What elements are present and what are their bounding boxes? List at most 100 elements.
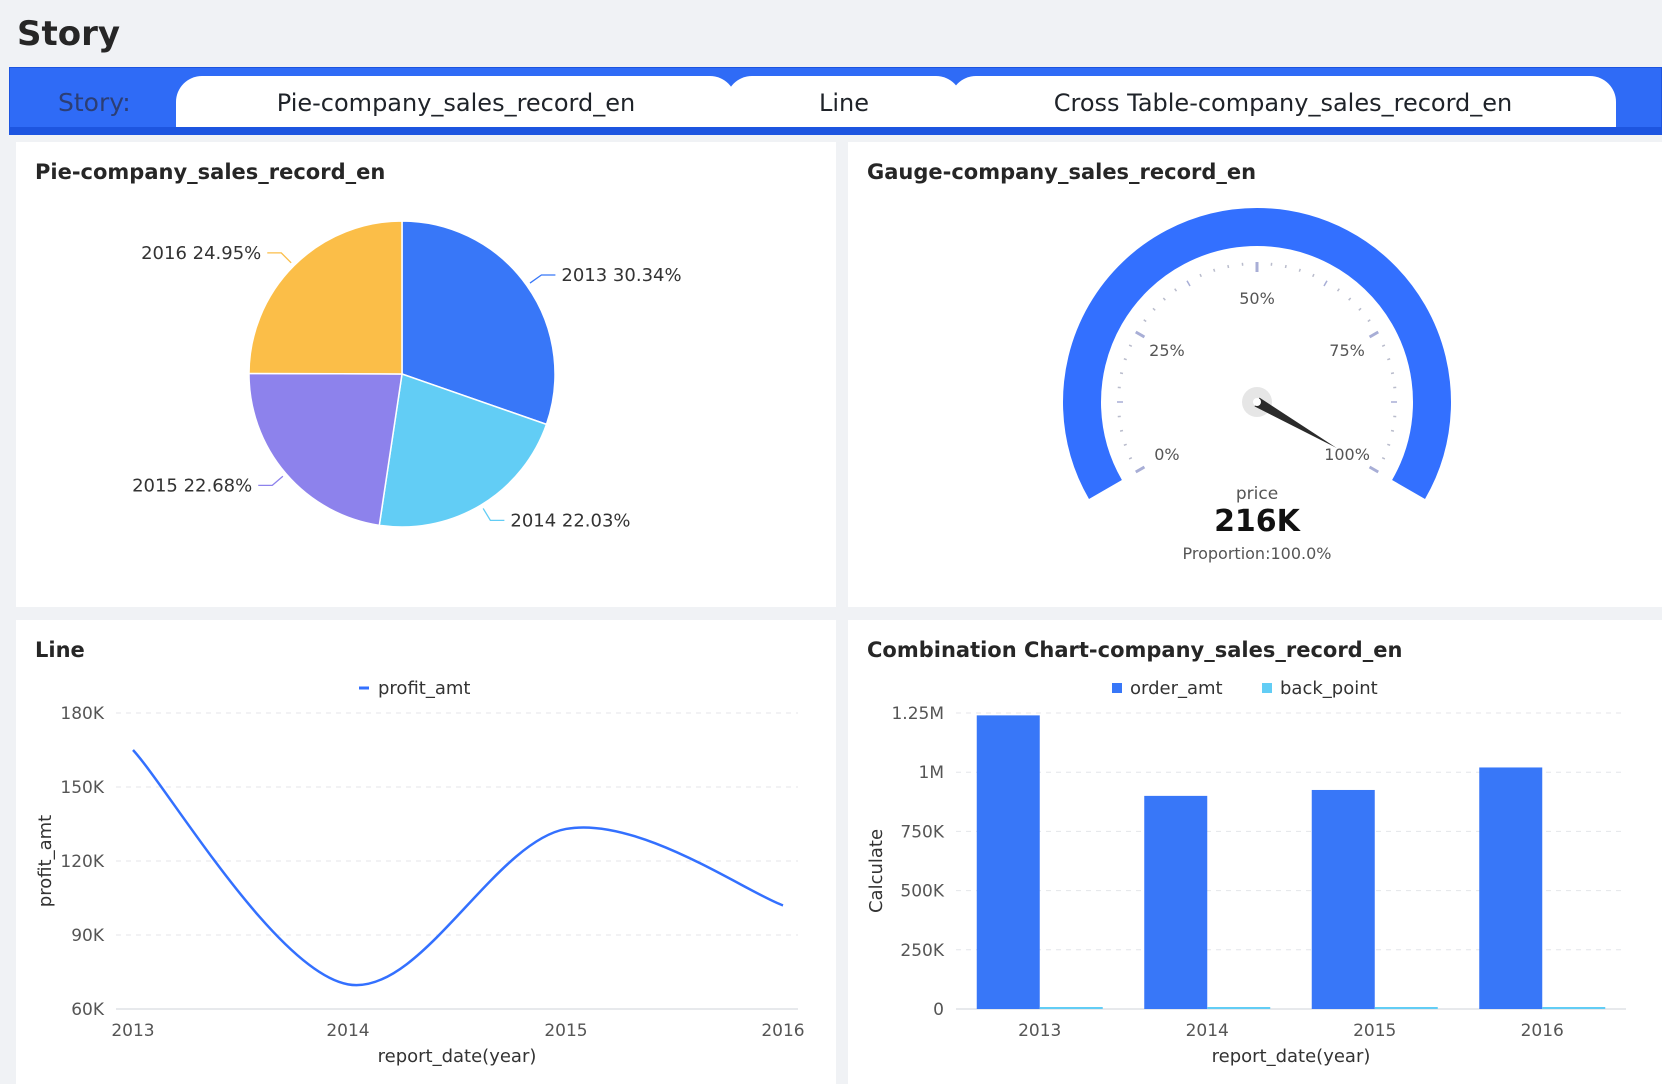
pie-title: Pie-company_sales_record_en — [35, 160, 386, 184]
combo-bar-back-point-2014 — [1207, 1007, 1271, 1009]
gauge-tick — [1298, 268, 1301, 272]
story-label: Story: — [58, 88, 131, 117]
gauge-tick — [1323, 280, 1328, 287]
gauge-tick — [1135, 330, 1146, 339]
pie-slice-2016 — [248, 220, 403, 375]
combo-y-tick: 0 — [933, 1000, 944, 1020]
gauge-tick — [1186, 280, 1191, 287]
gauge-tick — [1368, 330, 1379, 339]
gauge-tick — [1123, 443, 1127, 446]
gauge-tick — [1128, 457, 1133, 460]
line-y-tick: 120K — [60, 852, 104, 872]
gauge-tick — [1381, 344, 1386, 347]
combo-x-tick: 2014 — [1186, 1021, 1229, 1041]
combo-y-tick: 750K — [900, 822, 944, 842]
gauge-tick — [1358, 307, 1362, 311]
gauge-tick — [1381, 457, 1386, 460]
combo-legend-label-back-point: back_point — [1280, 678, 1378, 699]
tab-cross-table-label: Cross Table-company_sales_record_en — [1053, 88, 1513, 117]
combo-legend-marker-order-amt — [1112, 683, 1122, 693]
story-bar: Story: Pie-company_sales_record_en Cross… — [9, 67, 1662, 135]
gauge-tick-label: 0% — [1154, 445, 1179, 464]
gauge-tick — [1143, 319, 1147, 323]
gauge-tick — [1387, 358, 1391, 361]
line-x-tick: 2015 — [544, 1021, 587, 1041]
combo-bar-order-amt-2013 — [976, 715, 1040, 1009]
combo-chart: order_amt back_point 0 250K 500K 750K 1M 1.25M 2… — [866, 678, 1626, 1067]
combo-y-tick: 250K — [900, 941, 944, 961]
gauge-pivot — [1253, 398, 1261, 406]
pie-panel: Pie-company_sales_record_en 2013 30.34% 2… — [16, 142, 836, 607]
gauge-tick — [1152, 307, 1156, 311]
gauge-tick — [1174, 288, 1178, 292]
gauge-tick — [1348, 297, 1352, 301]
combo-x-tick: 2016 — [1521, 1021, 1564, 1041]
combo-bar-back-point-2013 — [1039, 1007, 1103, 1009]
gauge-progress-arc — [1063, 208, 1451, 499]
combo-panel: Combination Chart-company_sales_record_e… — [848, 620, 1662, 1084]
line-y-tick: 180K — [60, 704, 104, 724]
pie-leader-2016 — [267, 252, 292, 264]
line-y-tick: 60K — [71, 1000, 105, 1020]
combo-legend-marker-back-point — [1262, 683, 1272, 693]
combo-bar-order-amt-2014 — [1144, 795, 1208, 1009]
gauge-measure-name: price — [1236, 484, 1278, 504]
gauge-title: Gauge-company_sales_record_en — [867, 160, 1257, 184]
gauge-tick — [1367, 319, 1371, 323]
combo-y-axis-title: Calculate — [866, 829, 887, 913]
gauge-tick — [1227, 264, 1230, 269]
pie-slice-2014 — [378, 372, 548, 528]
line-chart: profit_amt 60K 90K 120K 150K 180K 2013 2014 2015… — [35, 678, 805, 1067]
gauge-value: 216K — [1214, 504, 1302, 539]
tab-pie[interactable]: Pie-company_sales_record_en — [176, 76, 736, 129]
gauge-needle — [1254, 397, 1337, 448]
gauge-tick — [1284, 264, 1287, 269]
page-title: Story — [17, 14, 121, 54]
gauge-tick-label: 25% — [1149, 341, 1185, 360]
gauge-tick — [1119, 372, 1124, 375]
tab-line-label: Line — [818, 88, 869, 117]
pie-label-2015: 2015 22.68% — [132, 475, 252, 496]
pie-label-2014: 2014 22.03% — [510, 510, 630, 531]
combo-bar-order-amt-2016 — [1479, 767, 1543, 1009]
gauge-tick — [1368, 465, 1379, 474]
gauge-tick — [1390, 429, 1395, 432]
gauge-tick — [1336, 288, 1340, 292]
pie-leader-2014 — [482, 508, 505, 522]
gauge-tick — [1162, 297, 1166, 301]
gauge-tick — [1199, 273, 1202, 278]
tab-pie-label: Pie-company_sales_record_en — [276, 88, 636, 117]
gauge-tick — [1387, 443, 1391, 446]
pie-label-2016: 2016 24.95% — [141, 243, 261, 264]
combo-y-tick: 500K — [900, 882, 944, 902]
gauge-tick — [1390, 372, 1395, 375]
combo-title: Combination Chart-company_sales_record_e… — [867, 638, 1403, 662]
line-y-tick: 150K — [60, 778, 104, 798]
gauge-tick — [1123, 358, 1127, 361]
combo-bar-back-point-2015 — [1374, 1007, 1438, 1009]
line-legend-label: profit_amt — [378, 678, 470, 699]
gauge-tick — [1128, 344, 1133, 347]
line-x-axis-title: report_date(year) — [378, 1046, 537, 1067]
line-x-tick: 2014 — [326, 1021, 369, 1041]
tab-line[interactable]: Line — [726, 76, 962, 129]
gauge-tick — [1312, 273, 1315, 278]
gauge-tick-label: 50% — [1239, 289, 1275, 308]
line-x-tick: 2013 — [111, 1021, 154, 1041]
combo-bar-order-amt-2015 — [1311, 789, 1375, 1009]
combo-x-tick: 2013 — [1018, 1021, 1061, 1041]
line-y-axis-title: profit_amt — [35, 815, 56, 907]
gauge-panel: Gauge-company_sales_record_en 0% 25% 50% 75… — [848, 142, 1662, 607]
gauge-tick — [1119, 429, 1124, 432]
gauge-tick — [1213, 268, 1216, 272]
combo-x-axis-title: report_date(year) — [1212, 1046, 1371, 1067]
line-y-tick: 90K — [71, 926, 105, 946]
pie-label-2013: 2013 30.34% — [561, 265, 681, 286]
story-bar-strip — [10, 127, 1661, 134]
pie-leader-2013 — [529, 274, 556, 284]
tab-cross-table[interactable]: Cross Table-company_sales_record_en — [950, 76, 1616, 129]
pie-leader-2015 — [258, 475, 284, 487]
line-series-profit-amt — [132, 749, 784, 987]
combo-y-tick: 1.25M — [891, 704, 944, 724]
